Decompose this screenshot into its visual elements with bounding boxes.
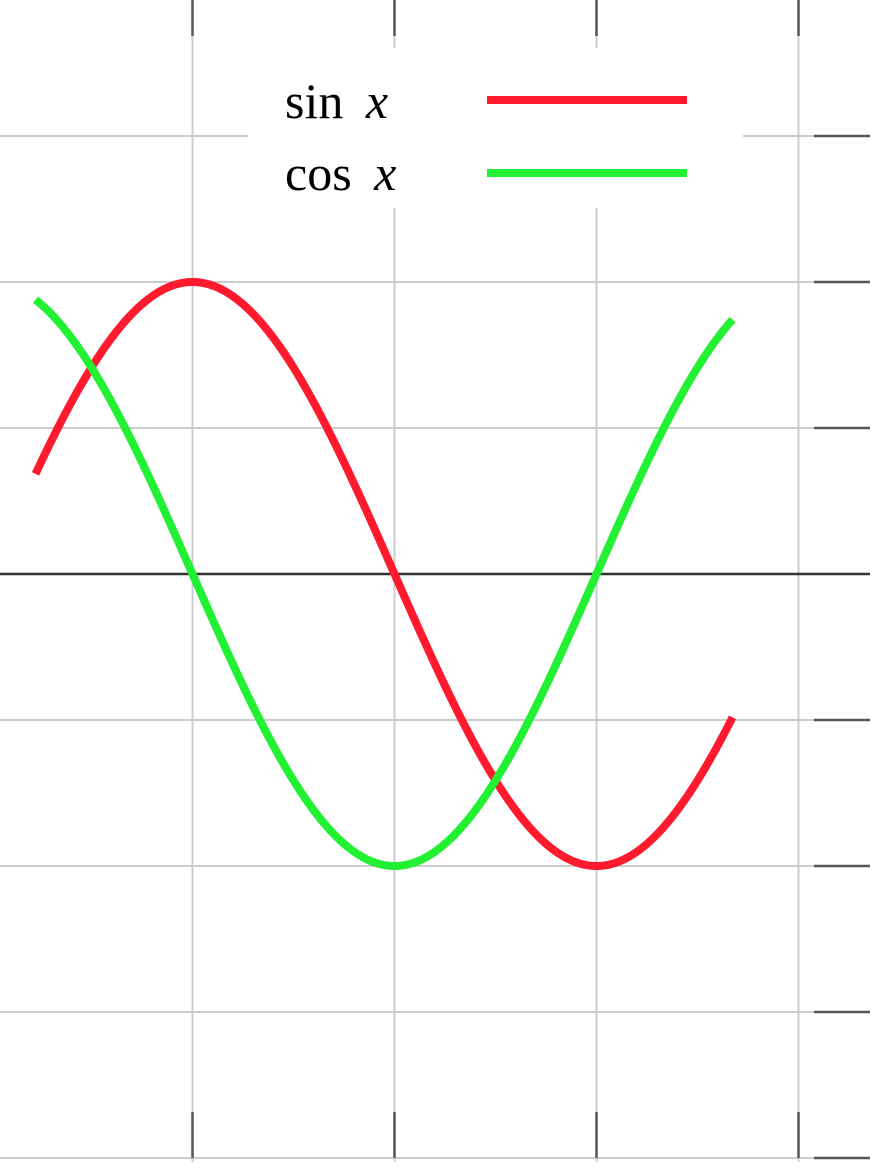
legend-function-name: cos [285, 145, 352, 201]
legend-entry-label: sin x [285, 73, 388, 129]
sin-series-line [31, 278, 737, 870]
legend-variable: x [365, 73, 388, 129]
series [31, 278, 737, 870]
legend: sin x cos x [248, 48, 743, 208]
legend-entry-label: cos x [285, 145, 396, 201]
cos-series-line [33, 296, 736, 870]
axes [0, 0, 870, 1160]
legend-background [248, 48, 743, 208]
legend-function-name: sin [285, 73, 343, 129]
legend-variable: x [373, 145, 396, 201]
